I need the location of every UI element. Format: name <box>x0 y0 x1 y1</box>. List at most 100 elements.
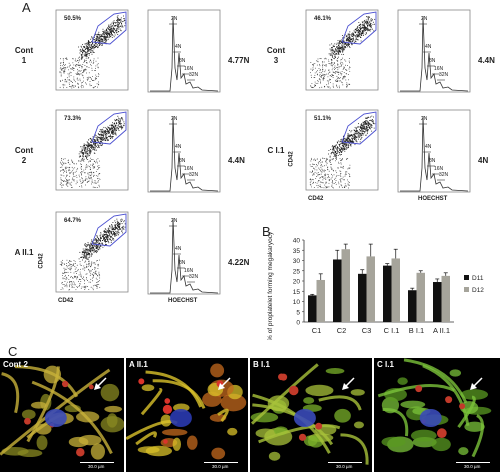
scale-label: 30.0 µm <box>212 464 229 469</box>
y-tick-label: 15 <box>293 289 301 296</box>
ploidy-value: 4.4N <box>478 56 495 65</box>
x-axis-label: CD42 <box>58 298 74 304</box>
bar-d11 <box>433 282 442 322</box>
x-axis-label: CD42 <box>308 196 324 202</box>
legend-swatch <box>464 287 469 292</box>
peak-label: 8N <box>429 158 436 164</box>
peak-label: 2N <box>171 116 178 122</box>
y-axis-label: CD42 <box>288 151 295 167</box>
arrow-icon <box>342 383 349 390</box>
cd42-dot-plot: 64.7% <box>55 211 129 293</box>
gate-percentage: 64.7% <box>64 218 82 224</box>
legend-label: D12 <box>472 287 484 294</box>
arrow-icon <box>94 383 101 390</box>
panel-c-letter: C <box>8 344 18 359</box>
y-tick-label: 40 <box>293 238 301 245</box>
ploidy-value: 4N <box>478 156 489 165</box>
arrow-icon <box>218 383 225 390</box>
x-tick-label: C2 <box>337 326 347 335</box>
gate-percentage: 51.1% <box>314 116 332 122</box>
bar-d11 <box>383 265 392 322</box>
bar-d11 <box>333 259 342 322</box>
micrograph-image: Cont 2 30.0 µm <box>0 358 124 472</box>
condition-label: Cont 3 <box>266 46 286 65</box>
peak-label: 16N <box>434 66 444 72</box>
bar-d11 <box>408 290 417 322</box>
gate-percentage: 46.1% <box>314 16 332 22</box>
panel-a-letter: A <box>22 0 31 15</box>
legend-swatch <box>464 275 469 280</box>
condition-label: A II.1 <box>14 248 34 257</box>
micrograph-image: C I.1 30.0 µm <box>374 358 500 472</box>
bar-d12 <box>366 256 375 322</box>
bar-d12 <box>416 272 425 322</box>
legend-label: D11 <box>472 275 484 282</box>
bar-d12 <box>341 249 350 322</box>
peak-label: 16N <box>184 166 194 172</box>
y-axis-title: % of proplatelet forming megakaryocytes <box>267 232 274 340</box>
peak-label: 32N <box>189 172 199 178</box>
x-tick-label: C3 <box>362 326 372 335</box>
peak-label: 8N <box>179 58 186 64</box>
ploidy-value: 4.77N <box>228 56 250 65</box>
gate-percentage: 50.5% <box>64 16 82 22</box>
condition-label: Cont 2 <box>14 146 34 165</box>
ploidy-value: 4.4N <box>228 156 245 165</box>
y-tick-label: 5 <box>296 309 300 316</box>
cd42-dot-plot: 46.1% <box>305 9 379 91</box>
ploidy-value: 4.22N <box>228 258 250 267</box>
arrow-icon <box>470 383 477 390</box>
scale-bar <box>456 462 490 463</box>
scale-bar <box>80 462 114 463</box>
peak-label: 32N <box>189 72 199 78</box>
peak-label: 32N <box>439 172 449 178</box>
micrograph-label: C I.1 <box>377 360 394 369</box>
y-tick-label: 30 <box>293 258 301 265</box>
bar-d11 <box>308 295 317 322</box>
micrograph-label: A II.1 <box>129 360 148 369</box>
peak-label: 32N <box>439 72 449 78</box>
peak-label: 8N <box>429 58 436 64</box>
y-tick-label: 35 <box>293 248 301 255</box>
peak-label: 8N <box>179 260 186 266</box>
peak-label: 4N <box>175 44 182 50</box>
gate-percentage: 73.3% <box>64 116 82 122</box>
peak-label: 8N <box>179 158 186 164</box>
peak-label: 16N <box>184 268 194 274</box>
bar-d12 <box>391 258 400 322</box>
peak-label: 4N <box>175 144 182 150</box>
hoechst-axis-label: HOECHST <box>168 298 198 304</box>
scale-label: 30.0 µm <box>336 464 353 469</box>
scale-label: 30.0 µm <box>464 464 481 469</box>
y-axis-label: CD42 <box>38 253 45 269</box>
x-tick-label: C1 <box>312 326 322 335</box>
x-tick-label: C I.1 <box>384 326 400 335</box>
bar-d12 <box>441 275 450 322</box>
cd42-dot-plot: 73.3% <box>55 109 129 191</box>
peak-label: 32N <box>189 274 199 280</box>
peak-label: 4N <box>425 144 432 150</box>
proplatelet-bar-chart: % of proplatelet forming megakaryocytes 0… <box>267 232 484 340</box>
micrograph-label: B I.1 <box>253 360 270 369</box>
micrograph-label: Cont 2 <box>3 360 28 369</box>
cd42-dot-plot: 51.1% <box>305 109 379 191</box>
panel-b-letter: B <box>262 224 271 239</box>
y-tick-label: 10 <box>293 299 301 306</box>
scale-bar <box>328 462 362 463</box>
hoechst-axis-label: HOECHST <box>418 196 448 202</box>
x-tick-label: B I.1 <box>409 326 424 335</box>
cd42-dot-plot: 50.5% <box>55 9 129 91</box>
bar-d11 <box>358 273 367 322</box>
micrograph-image: A II.1 30.0 µm <box>126 358 248 472</box>
scale-bar <box>204 462 238 463</box>
peak-label: 2N <box>171 16 178 22</box>
condition-label: C I.1 <box>267 146 285 155</box>
peak-label: 16N <box>184 66 194 72</box>
condition-label: Cont 1 <box>14 46 34 65</box>
peak-label: 2N <box>421 116 428 122</box>
